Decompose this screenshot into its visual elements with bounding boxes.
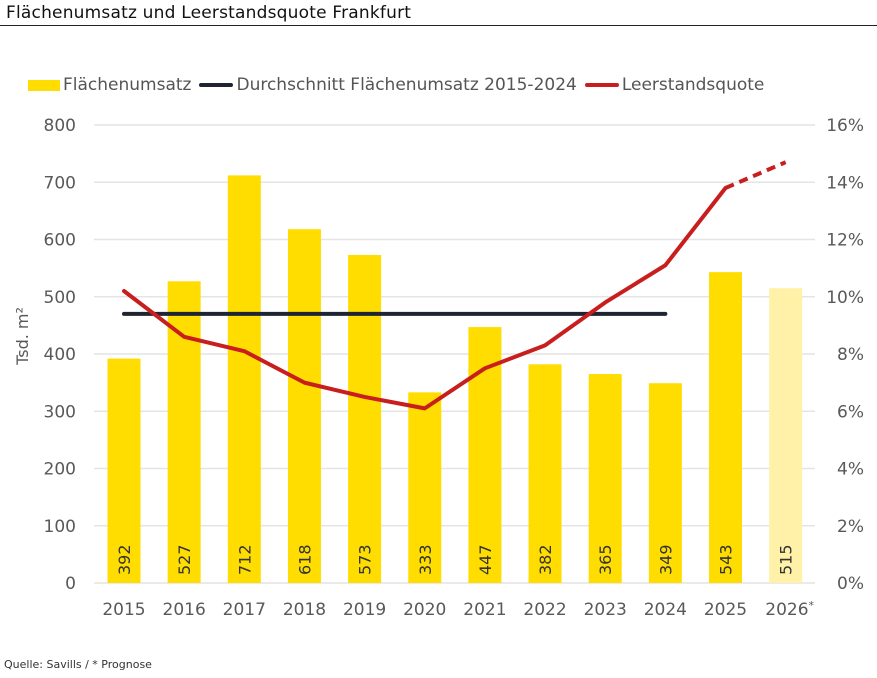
gridlines bbox=[94, 124, 815, 584]
y-axis-right: 0% 2% 4% 6% 8% 10% 12% 14% 16% bbox=[826, 116, 864, 594]
bar-2017 bbox=[227, 175, 261, 583]
bar-2020 bbox=[408, 392, 442, 583]
y2-tick-label: 12% bbox=[826, 231, 864, 251]
x-axis: 2015 2016 2017 2018 2019 2020 2021 2022 2023 2024… bbox=[102, 599, 814, 620]
lines bbox=[122, 160, 787, 411]
forecast-asterisk: * bbox=[809, 599, 815, 612]
x-tick-label: 2016 bbox=[163, 600, 206, 620]
bar-labels: 392 527 712 618 573 333 447 382 365 349 543 515 bbox=[115, 544, 796, 575]
x-tick-label: 2017 bbox=[223, 600, 266, 620]
y-tick-label: 0 bbox=[65, 574, 76, 594]
bar-2019 bbox=[348, 254, 382, 583]
legend-item-leerstandsquote: Leerstandsquote bbox=[584, 75, 765, 95]
bar-data-label: 447 bbox=[476, 544, 495, 575]
legend-item-durchschnitt: Durchschnitt Flächenumsatz 2015-2024 bbox=[199, 75, 577, 95]
y2-tick-label: 10% bbox=[826, 288, 864, 308]
bar-data-label: 515 bbox=[777, 544, 796, 575]
y2-tick-label: 14% bbox=[826, 173, 864, 193]
y-tick-label: 700 bbox=[44, 173, 76, 193]
x-tick-label: 2019 bbox=[343, 600, 386, 620]
y-tick-label: 400 bbox=[44, 345, 76, 365]
y2-tick-label: 8% bbox=[837, 345, 864, 365]
y-tick-label: 300 bbox=[44, 402, 76, 422]
chart-title: Flächenumsatz und Leerstandsquote Frankf… bbox=[6, 3, 412, 23]
x-tick-label: 2025 bbox=[704, 600, 747, 620]
y2-tick-label: 16% bbox=[826, 116, 864, 136]
x-tick-label: 2026* bbox=[765, 599, 814, 620]
x-tick-label: 2024 bbox=[644, 600, 687, 620]
bar-data-label: 333 bbox=[416, 544, 435, 575]
title-divider bbox=[0, 25, 877, 26]
y2-tick-label: 4% bbox=[837, 460, 864, 480]
y-tick-label: 100 bbox=[44, 517, 76, 537]
y-tick-label: 200 bbox=[44, 460, 76, 480]
bar-2023 bbox=[588, 374, 622, 583]
x-tick-label: 2020 bbox=[403, 600, 446, 620]
bar-data-label: 543 bbox=[717, 544, 736, 575]
x-tick-label: 2023 bbox=[584, 600, 627, 620]
y-axis-left: 0 100 200 300 400 500 600 700 800 bbox=[44, 116, 76, 594]
bar-data-label: 392 bbox=[115, 544, 134, 575]
legend-swatch-vacancy-line bbox=[584, 83, 619, 87]
chart-legend: Flächenumsatz Durchschnitt Flächenumsatz… bbox=[28, 74, 772, 96]
bar-2022 bbox=[528, 364, 562, 583]
legend-item-flaechenumsatz: Flächenumsatz bbox=[28, 75, 191, 95]
legend-swatch-bar bbox=[28, 79, 60, 91]
source-note: Quelle: Savills / * Prognose bbox=[4, 658, 152, 671]
x-tick-label: 2018 bbox=[283, 600, 326, 620]
bar-2015 bbox=[107, 358, 141, 583]
vacancy-line-forecast bbox=[724, 160, 787, 190]
bar-2025 bbox=[709, 272, 742, 583]
bar-2016 bbox=[167, 281, 201, 583]
x-tick-label: 2022 bbox=[523, 600, 566, 620]
vacancy-line bbox=[122, 185, 728, 411]
bar-data-label: 365 bbox=[596, 544, 615, 575]
bar-data-label: 382 bbox=[536, 544, 555, 575]
bar-2018 bbox=[287, 229, 321, 583]
bar-2024 bbox=[648, 383, 682, 583]
bar-data-label: 573 bbox=[356, 544, 375, 575]
legend-swatch-average-line bbox=[199, 83, 234, 87]
bar-data-label: 349 bbox=[656, 544, 675, 575]
y-tick-label: 500 bbox=[44, 288, 76, 308]
legend-label-durchschnitt: Durchschnitt Flächenumsatz 2015-2024 bbox=[236, 75, 577, 95]
y2-tick-label: 6% bbox=[837, 402, 864, 422]
y-tick-label: 800 bbox=[44, 116, 76, 136]
legend-label-leerstandsquote: Leerstandsquote bbox=[621, 75, 765, 95]
y2-tick-label: 0% bbox=[837, 574, 864, 594]
legend-label-flaechenumsatz: Flächenumsatz bbox=[63, 75, 192, 95]
y2-tick-label: 2% bbox=[837, 517, 864, 537]
x-tick-label: 2021 bbox=[463, 600, 506, 620]
y-axis-label: Tsd. m² bbox=[13, 307, 32, 366]
bar-data-label: 527 bbox=[175, 544, 194, 575]
bar-data-label: 618 bbox=[295, 544, 314, 575]
bars bbox=[107, 175, 803, 583]
bar-data-label: 712 bbox=[235, 544, 254, 575]
y-tick-label: 600 bbox=[44, 231, 76, 251]
bar-2026-forecast bbox=[769, 288, 803, 583]
x-tick-label: 2015 bbox=[102, 600, 145, 620]
